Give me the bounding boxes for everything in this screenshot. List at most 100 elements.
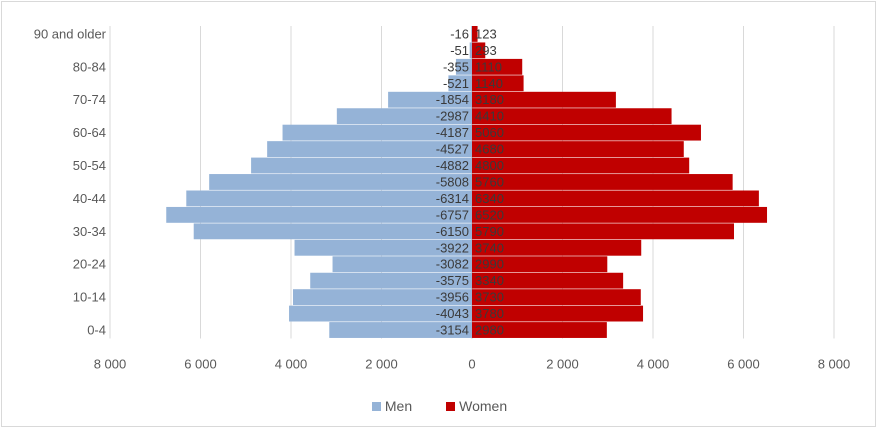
bar-women (472, 206, 768, 223)
value-label-men: -521 (443, 76, 469, 91)
bar-men (469, 42, 472, 59)
value-label-women: 1140 (475, 76, 503, 91)
legend-label-women: Women (459, 398, 508, 414)
x-tick-label: 8 000 (94, 357, 127, 372)
x-tick-label: 4 000 (637, 357, 670, 372)
value-label-men: -6314 (436, 191, 469, 206)
value-label-women: 4410 (475, 109, 504, 124)
value-label-women: 5060 (475, 125, 504, 140)
bar-women (472, 75, 524, 92)
bar-men (455, 58, 472, 75)
bar-women (472, 174, 733, 190)
bar-women (472, 239, 642, 256)
bar-women (472, 223, 734, 240)
x-axis-labels: 8 000 6 000 4 000 2 000 0 2 000 4 000 6 000 8 00… (94, 357, 851, 372)
bar-women (472, 272, 624, 289)
y-tick-label: 20-24 (73, 257, 106, 272)
bar-men (471, 26, 472, 42)
bar-women (472, 157, 690, 174)
bar-women (472, 256, 608, 273)
y-tick-label: 10-14 (73, 290, 106, 305)
value-label-women: 123 (475, 26, 497, 41)
bar-women (472, 91, 616, 108)
x-tick-label: 2 000 (546, 357, 579, 372)
value-label-men: -5808 (436, 174, 469, 189)
x-tick-label: 6 000 (727, 357, 760, 372)
value-label-men: -3154 (436, 323, 469, 338)
legend: Men Women (0, 396, 879, 416)
value-label-men: -4882 (436, 158, 469, 173)
value-label-women: 2990 (475, 257, 504, 272)
value-label-men: -2987 (436, 109, 469, 124)
value-label-men: -3922 (436, 240, 469, 255)
y-tick-label: 0-4 (87, 323, 106, 338)
value-label-women: 4680 (475, 142, 504, 157)
y-tick-label: 90 and older (34, 26, 107, 41)
legend-swatch-men (371, 401, 381, 411)
bar-men (336, 108, 472, 125)
men-bars (166, 26, 473, 338)
legend-label-men: Men (384, 398, 413, 414)
value-label-men: -16 (450, 26, 469, 41)
value-label-men: -51 (450, 43, 469, 58)
x-tick-label: 6 000 (184, 357, 217, 372)
y-tick-label: 30-34 (73, 224, 106, 239)
value-label-men: -3082 (436, 257, 469, 272)
value-label-men: -6757 (436, 207, 469, 222)
population-pyramid-chart: -3154 -4043-3956 -3575-3082 -3922-6150 -6757… (34, 26, 851, 372)
value-label-women: 6520 (475, 207, 504, 222)
bar-men (310, 272, 472, 289)
x-tick-label: 8 000 (818, 357, 851, 372)
value-label-women: 3180 (475, 92, 504, 107)
bar-women (472, 141, 684, 157)
bar-men (251, 157, 472, 174)
legend-item-men: Men (371, 396, 413, 416)
bar-men (332, 256, 472, 273)
bar-men (282, 124, 472, 141)
bar-men (186, 190, 472, 207)
bar-women (472, 108, 672, 125)
value-label-men: -3575 (436, 273, 469, 288)
value-label-women: 3730 (475, 290, 504, 305)
y-tick-label: 50-54 (73, 158, 106, 173)
value-label-men: -4043 (436, 306, 469, 321)
value-label-men: -355 (443, 59, 469, 74)
x-tick-label: 0 (468, 357, 475, 372)
legend-item-women: Women (446, 396, 507, 416)
bar-women (472, 289, 641, 306)
legend-swatch-women (446, 401, 456, 411)
bar-men (267, 141, 472, 157)
y-tick-label: 60-64 (73, 125, 106, 140)
bar-women (472, 26, 478, 42)
y-axis-labels: 0-4 10-14 20-24 30-34 40-44 50-54 60-64 70-74 80… (34, 26, 107, 337)
bar-women (472, 42, 486, 59)
value-label-women: 3780 (475, 306, 504, 321)
value-label-men: -1854 (436, 92, 469, 107)
bar-women (472, 190, 759, 207)
value-label-women: 5790 (475, 224, 504, 239)
value-label-women: 4800 (475, 158, 504, 173)
y-tick-label: 70-74 (73, 92, 106, 107)
bar-men (209, 174, 473, 190)
bar-men (448, 75, 472, 92)
bar-men (294, 239, 472, 256)
value-label-women: 293 (475, 43, 497, 58)
x-tick-label: 2 000 (365, 357, 398, 372)
value-label-women: 1110 (475, 59, 502, 74)
value-label-women: 2980 (475, 323, 504, 338)
men-value-labels: -3154 -4043-3956 -3575-3082 -3922-6150 -6757… (436, 26, 469, 337)
value-label-men: -3956 (436, 290, 469, 305)
bar-women (472, 58, 523, 75)
bar-men (329, 322, 472, 338)
bar-men (166, 206, 473, 223)
bar-women (472, 124, 701, 141)
bar-men (292, 289, 472, 306)
bar-women (472, 305, 644, 322)
bar-men (193, 223, 472, 240)
value-label-women: 6340 (475, 191, 504, 206)
y-tick-label: 80-84 (73, 59, 106, 74)
bar-men (388, 91, 472, 108)
bar-women (472, 322, 607, 338)
y-tick-label: 40-44 (73, 191, 106, 206)
